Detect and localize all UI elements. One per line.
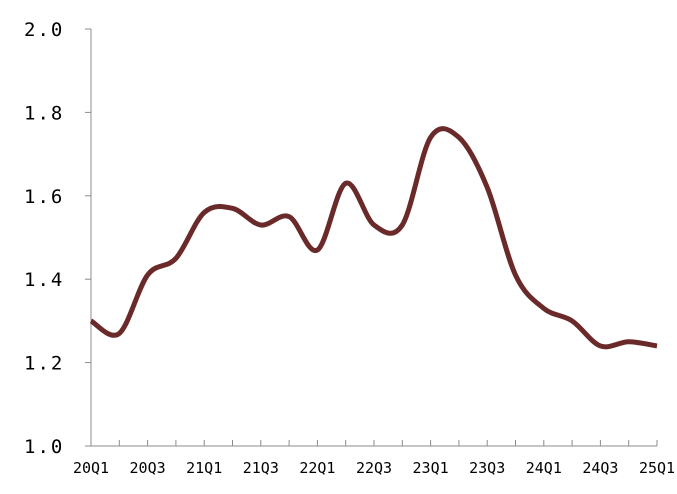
y-tick-label: 1.2 bbox=[24, 353, 64, 375]
y-axis: 1.0 1.2 1.4 1.6 1.8 2.0 bbox=[24, 19, 92, 458]
data-point-25Q1 bbox=[655, 343, 660, 348]
data-point-20Q4 bbox=[173, 256, 178, 261]
x-tick-label: 24Q1 bbox=[526, 459, 562, 477]
y-tick-label: 2.0 bbox=[24, 19, 64, 41]
data-point-24Q2 bbox=[570, 318, 575, 323]
data-point-21Q3 bbox=[258, 222, 263, 227]
data-point-22Q3 bbox=[372, 222, 377, 227]
data-point-24Q1 bbox=[541, 306, 546, 311]
series-line-0 bbox=[89, 126, 658, 350]
series-layer bbox=[89, 126, 660, 350]
x-tick-label: 20Q1 bbox=[73, 459, 109, 477]
x-tick-label: 24Q3 bbox=[582, 459, 618, 477]
data-point-20Q1 bbox=[89, 318, 94, 323]
y-tick-label: 1.0 bbox=[24, 436, 64, 458]
data-point-22Q4 bbox=[400, 222, 405, 227]
x-tick-label: 21Q3 bbox=[243, 459, 279, 477]
x-tick-label: 21Q1 bbox=[186, 459, 222, 477]
data-point-23Q4 bbox=[513, 273, 518, 278]
y-tick-label: 1.4 bbox=[24, 269, 64, 291]
y-tick-label: 1.6 bbox=[24, 186, 64, 208]
x-tick-label: 20Q3 bbox=[130, 459, 166, 477]
data-point-22Q2 bbox=[343, 181, 348, 186]
x-tick-label: 22Q1 bbox=[299, 459, 335, 477]
data-point-23Q3 bbox=[485, 185, 490, 190]
x-tick-label: 23Q1 bbox=[413, 459, 449, 477]
y-tick-label: 1.8 bbox=[24, 102, 64, 124]
data-point-23Q1 bbox=[428, 135, 433, 140]
data-point-24Q3 bbox=[598, 343, 603, 348]
x-tick-label: 25Q1 bbox=[639, 459, 675, 477]
data-point-21Q1 bbox=[202, 210, 207, 215]
data-point-21Q2 bbox=[230, 206, 235, 211]
data-point-21Q4 bbox=[287, 214, 292, 219]
data-point-20Q3 bbox=[145, 273, 150, 278]
data-point-23Q2 bbox=[456, 135, 461, 140]
data-point-22Q1 bbox=[315, 248, 320, 253]
x-tick-label: 23Q3 bbox=[469, 459, 505, 477]
data-point-24Q4 bbox=[626, 339, 631, 344]
x-tick-label: 22Q3 bbox=[356, 459, 392, 477]
data-point-20Q2 bbox=[117, 331, 122, 336]
x-axis: 20Q1 20Q3 21Q1 21Q3 22Q1 22Q3 23Q1 23Q3 24Q1 24Q3… bbox=[73, 440, 675, 477]
